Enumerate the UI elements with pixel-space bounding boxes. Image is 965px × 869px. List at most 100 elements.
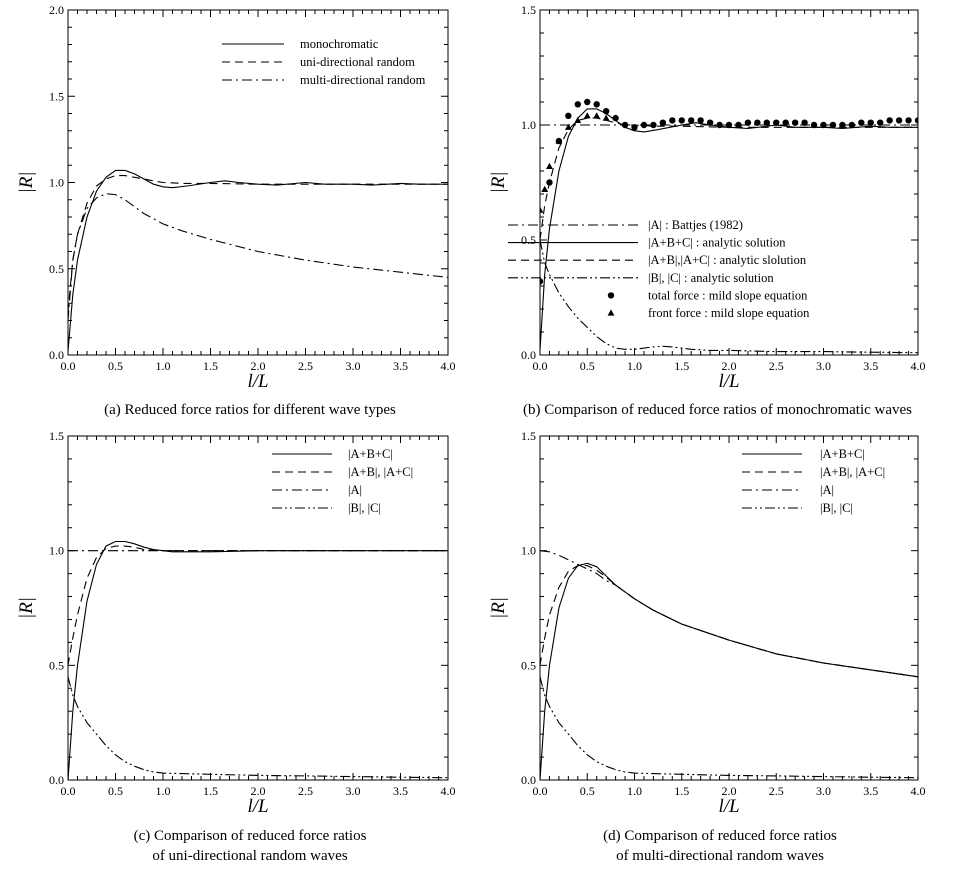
- y-tick-label: 1.5: [49, 89, 64, 103]
- legend-label: |A+B+C|: [348, 447, 393, 461]
- x-tick-label: 2.0: [722, 359, 737, 373]
- data-point-circle: [810, 121, 818, 129]
- data-point-circle: [621, 121, 629, 129]
- x-tick-label: 3.0: [346, 784, 361, 798]
- x-tick-label: 3.0: [816, 784, 831, 798]
- data-point-circle: [540, 278, 544, 285]
- y-tick-label: 0.0: [49, 348, 64, 362]
- x-tick-label: 3.0: [346, 359, 361, 373]
- x-tick-label: 0.5: [580, 359, 595, 373]
- series-line-dashdotdot: [68, 676, 448, 779]
- data-point-circle: [820, 121, 827, 129]
- legend-label: |A+B|, |A+C|: [348, 465, 413, 479]
- data-point-circle: [914, 117, 918, 124]
- x-tick-label: 0.0: [533, 359, 548, 373]
- x-tick-label: 3.5: [393, 359, 408, 373]
- x-tick-label: 0.0: [61, 784, 76, 798]
- x-tick-label: 1.5: [203, 784, 218, 798]
- x-tick-label: 2.5: [769, 359, 784, 373]
- data-point-circle: [574, 101, 581, 108]
- data-point-circle: [678, 117, 685, 124]
- panel-c: 0.0 0.5 1.0 1.5 2.0 2.5 3.0 3.5 4.0 0.0 0.5 1.0 1.5 l…: [16, 429, 456, 817]
- x-tick-label: 0.5: [580, 784, 595, 798]
- data-point-triangle: [540, 206, 544, 213]
- legend-label: |A|: [820, 483, 834, 497]
- data-point-circle: [640, 121, 648, 129]
- legend-marker-circle: [607, 292, 615, 299]
- y-axis-label: |R|: [488, 171, 509, 193]
- data-point-triangle: [564, 123, 572, 130]
- legend-label: |A+B+C| : analytic solution: [648, 236, 786, 250]
- data-point-circle: [782, 119, 789, 126]
- data-point-circle: [735, 121, 742, 129]
- plot-frame: [539, 435, 919, 781]
- plot-area: [68, 169, 448, 352]
- panel-d: 0.0 0.5 1.0 1.5 2.0 2.5 3.0 3.5 4.0 0.0 0.5 1.0 1.5 l…: [488, 429, 926, 817]
- plot-area: [540, 98, 918, 354]
- series-line-dashdot: [68, 193, 448, 321]
- plot-frame: [539, 9, 919, 356]
- caption-d-line-1: (d) Comparison of reduced force ratios: [603, 828, 837, 844]
- series-line-dashdotdot: [540, 676, 918, 779]
- legend: |A+B+C| |A+B|, |A+C| |A| |B|, |C|: [742, 447, 885, 515]
- x-tick-label: 0.5: [108, 359, 123, 373]
- y-tick-label: 0.5: [521, 658, 536, 672]
- x-tick-label: 1.5: [674, 359, 689, 373]
- y-axis-label: |R|: [16, 597, 37, 619]
- panel-a: 0.0 0.5 1.0 1.5 2.0 2.5 3.0 3.5 4.0 0.0 0.5 1.0 1.5 2…: [16, 3, 456, 392]
- x-tick-label: 2.0: [251, 359, 266, 373]
- data-point-circle: [773, 119, 780, 126]
- y-tick-label: 1.0: [49, 544, 64, 558]
- caption-c-line-1: (c) Comparison of reduced force ratios: [133, 828, 367, 844]
- x-tick-label: 0.0: [61, 359, 76, 373]
- y-tick-label: 1.5: [521, 429, 536, 443]
- y-tick-label: 0.5: [49, 262, 64, 276]
- data-point-circle: [791, 119, 799, 126]
- x-tick-label: 2.0: [722, 784, 737, 798]
- legend-label: monochromatic: [300, 37, 379, 51]
- data-point-circle: [886, 117, 893, 124]
- series-line-dashdot: [540, 550, 918, 678]
- series-line-dashed: [68, 175, 448, 312]
- data-point-circle: [584, 98, 591, 106]
- x-tick-label: 2.5: [298, 784, 313, 798]
- x-tick-label: 2.5: [769, 784, 784, 798]
- x-axis-label: l/L: [718, 796, 739, 817]
- x-tick-label: 2.5: [298, 359, 313, 373]
- legend-label: |A|: [348, 483, 362, 497]
- x-tick-label: 4.0: [441, 359, 456, 373]
- data-point-circle: [763, 119, 770, 126]
- y-tick-label: 1.5: [49, 429, 64, 443]
- series-line-dashed: [540, 565, 918, 678]
- data-point-circle: [631, 124, 638, 131]
- legend-label: |A+B|,|A+C| : analytic slolution: [648, 253, 807, 267]
- data-point-circle: [565, 112, 572, 120]
- data-point-circle: [848, 121, 856, 129]
- x-axis-label: l/L: [247, 371, 268, 392]
- x-tick-label: 3.5: [863, 784, 878, 798]
- data-point-circle: [659, 119, 667, 126]
- plot-frame: [67, 435, 449, 781]
- data-point-triangle: [583, 112, 591, 119]
- legend-label: |B|, |C|: [348, 501, 381, 515]
- legend-label: |A| : Battjes (1982): [648, 218, 743, 232]
- data-point-triangle: [574, 116, 582, 123]
- y-tick-label: 1.0: [49, 176, 64, 190]
- data-point-circle: [905, 117, 912, 124]
- x-tick-label: 1.5: [674, 784, 689, 798]
- x-tick-label: 4.0: [911, 784, 926, 798]
- legend: monochromatic uni-directional random multi…: [222, 37, 426, 87]
- legend-label: multi-directional random: [300, 73, 426, 87]
- data-point-circle: [895, 117, 903, 124]
- x-tick-label: 1.5: [203, 359, 218, 373]
- legend: |A+B+C| |A+B|, |A+C| |A| |B|, |C|: [272, 447, 413, 515]
- data-point-triangle: [602, 114, 610, 121]
- data-point-circle: [706, 119, 714, 126]
- legend-label: |B|, |C|: [820, 501, 853, 515]
- y-tick-label: 2.0: [49, 3, 64, 17]
- x-tick-label: 1.0: [156, 359, 171, 373]
- caption-a-line-1: (a) Reduced force ratios for different w…: [104, 402, 396, 418]
- caption-c: (c) Comparison of reduced force ratios o…: [50, 826, 450, 866]
- y-tick-label: 1.0: [521, 544, 536, 558]
- series-line-dashdotdot: [540, 239, 918, 354]
